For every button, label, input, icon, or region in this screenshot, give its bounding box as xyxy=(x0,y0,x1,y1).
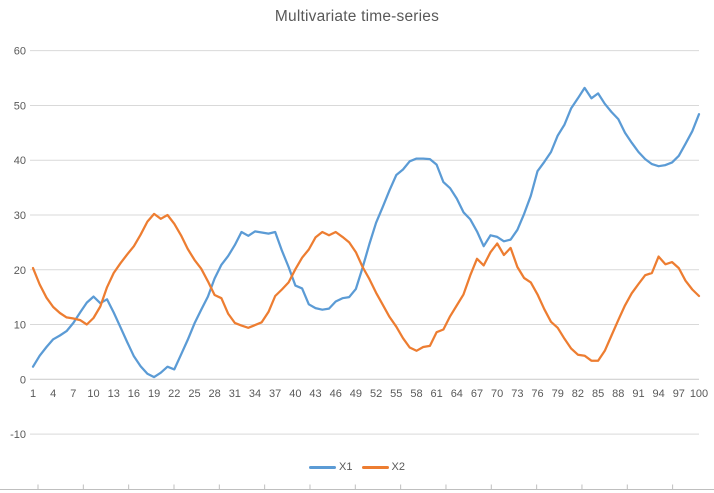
x-axis-label-73: 73 xyxy=(511,388,523,400)
x-axis-label-4: 4 xyxy=(50,388,56,400)
x-axis-label-40: 40 xyxy=(289,388,301,400)
y-axis-label-60: 60 xyxy=(14,46,26,58)
x-axis-label-16: 16 xyxy=(128,388,140,400)
x-axis-label-34: 34 xyxy=(249,388,261,400)
x-axis-label-94: 94 xyxy=(653,388,665,400)
x-axis-label-19: 19 xyxy=(148,388,160,400)
x-axis-label-22: 22 xyxy=(168,388,180,400)
legend-swatch-x2 xyxy=(361,465,389,469)
x-axis-label-55: 55 xyxy=(390,388,402,400)
legend-item-x1[interactable]: X1 xyxy=(309,461,353,473)
x-axis-label-64: 64 xyxy=(451,388,463,400)
legend: X1 X2 xyxy=(0,459,714,475)
y-axis-label-10: 10 xyxy=(14,320,26,332)
y-axis-label--10: -10 xyxy=(10,429,26,441)
x-axis-label-58: 58 xyxy=(410,388,422,400)
legend-swatch-x1 xyxy=(309,465,337,469)
x-axis-label-79: 79 xyxy=(552,388,564,400)
x-axis-label-100: 100 xyxy=(690,388,708,400)
x-axis-label-28: 28 xyxy=(209,388,221,400)
x-axis-label-91: 91 xyxy=(632,388,644,400)
x-axis-label-31: 31 xyxy=(229,388,241,400)
x-axis-label-43: 43 xyxy=(309,388,321,400)
chart-title: Multivariate time-series xyxy=(274,8,440,25)
legend-item-x2[interactable]: X2 xyxy=(361,461,405,473)
x-axis-label-10: 10 xyxy=(87,388,99,400)
y-axis-label-20: 20 xyxy=(14,265,26,277)
x-axis-label-25: 25 xyxy=(188,388,200,400)
series-x1-line[interactable] xyxy=(31,86,701,379)
x-axis-label-82: 82 xyxy=(572,388,584,400)
legend-label-x1: X1 xyxy=(339,461,353,473)
x-axis-label-13: 13 xyxy=(108,388,120,400)
x-axis-label-37: 37 xyxy=(269,388,281,400)
x-axis-label-97: 97 xyxy=(673,388,685,400)
x-axis-label-61: 61 xyxy=(431,388,443,400)
x-axis-label-46: 46 xyxy=(330,388,342,400)
x-axis-label-88: 88 xyxy=(612,388,624,400)
x-axis-label-49: 49 xyxy=(350,388,362,400)
y-axis-label-50: 50 xyxy=(14,100,26,112)
x-axis-label-1: 1 xyxy=(30,388,36,400)
x-axis-label-67: 67 xyxy=(471,388,483,400)
x-axis-label-70: 70 xyxy=(491,388,503,400)
x-axis-label-7: 7 xyxy=(70,388,76,400)
y-axis-label-30: 30 xyxy=(14,210,26,222)
legend-label-x2: X2 xyxy=(391,461,405,473)
x-axis-label-85: 85 xyxy=(592,388,604,400)
x-axis-label-76: 76 xyxy=(531,388,543,400)
y-axis-label-40: 40 xyxy=(14,155,26,167)
x-axis-label-52: 52 xyxy=(370,388,382,400)
series-x2-line[interactable] xyxy=(31,212,701,362)
y-axis-label-0: 0 xyxy=(20,374,26,386)
